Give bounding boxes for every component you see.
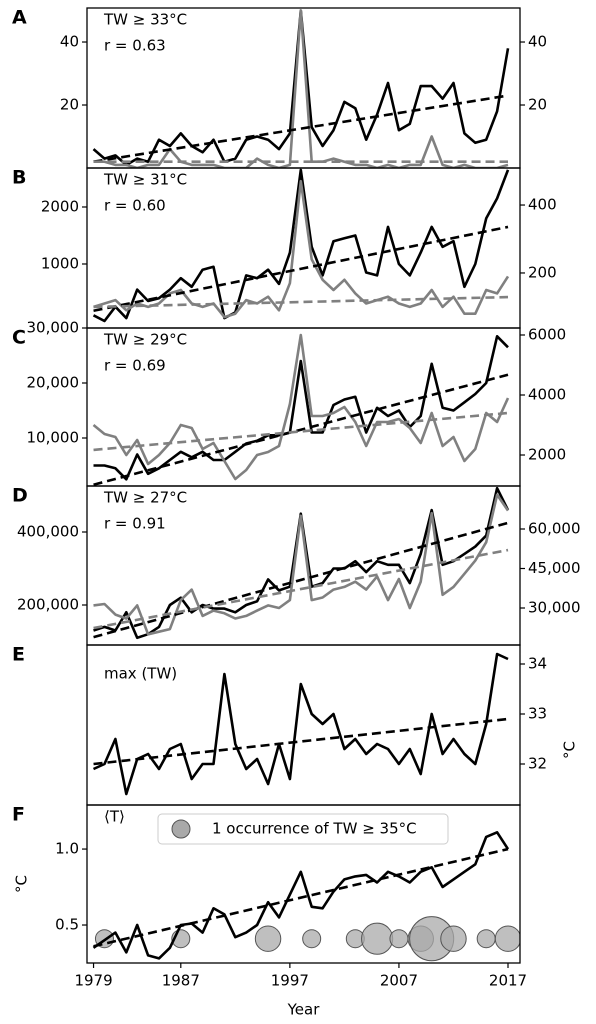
y2-tick-label: 6000 — [528, 325, 566, 343]
y2-tick-label: 400 — [528, 196, 557, 214]
occurrence-bubble — [254, 925, 282, 952]
plot-area — [92, 168, 510, 323]
occurrence-bubble — [302, 929, 322, 949]
x-tick-label: 2017 — [489, 972, 527, 990]
y2-tick-label: 2000 — [528, 446, 566, 464]
y2-tick-label: 34 — [528, 655, 547, 673]
annotation: TW ≥ 31°C — [103, 171, 187, 189]
series-line — [93, 493, 510, 636]
trend-line — [93, 548, 509, 630]
series-line — [92, 9, 510, 167]
panel-label: B — [12, 167, 26, 189]
y-tick-label: 1.0 — [55, 840, 79, 858]
panel-label: C — [12, 327, 26, 349]
y2-tick-label: 60,000 — [528, 519, 581, 537]
series-line — [93, 9, 509, 168]
annotation: TW ≥ 29°C — [103, 331, 187, 349]
panel-label: A — [12, 7, 27, 29]
plot-area — [92, 333, 510, 486]
y-tick-label: 20 — [60, 96, 79, 114]
annotation: r = 0.69 — [104, 357, 166, 375]
occurrence-bubble — [476, 929, 496, 949]
trend-line — [93, 225, 509, 313]
trend-line — [93, 373, 509, 486]
legend-label: 1 occurrence of TW ≥ 35°C — [212, 820, 417, 838]
panel-label: E — [12, 644, 25, 666]
y2-tick-label: 20 — [528, 96, 547, 114]
annotation: TW ≥ 33°C — [103, 11, 187, 29]
series-line — [92, 333, 510, 481]
y-tick-label: 30,000 — [27, 319, 80, 337]
series-line — [92, 652, 509, 796]
y2-tick-label: 30,000 — [528, 598, 581, 616]
series-line — [93, 486, 510, 640]
series-line — [92, 831, 510, 960]
y-tick-label: 200,000 — [17, 595, 79, 613]
occurrence-bubble — [361, 922, 394, 955]
y2-tick-label: 33 — [528, 705, 547, 723]
y-tick-label: 40 — [60, 33, 79, 51]
occurrence-bubble — [494, 925, 520, 952]
plot-area — [92, 9, 510, 168]
occurrence-bubble — [389, 929, 409, 949]
plot-area — [93, 486, 510, 640]
trend-line — [93, 847, 509, 948]
legend-box — [157, 813, 449, 845]
annotation: r = 0.63 — [104, 37, 166, 55]
legend-bubble — [171, 819, 191, 839]
y2-axis-title: °C — [561, 741, 579, 759]
y2-tick-label: 4000 — [528, 385, 566, 403]
x-tick-label: 1997 — [271, 972, 309, 990]
y-tick-label: 400,000 — [17, 522, 79, 540]
series-line — [93, 179, 510, 319]
annotation: TW ≥ 27°C — [103, 489, 187, 507]
panel-label: D — [12, 485, 28, 507]
trend-line — [93, 521, 509, 639]
x-axis-title: Year — [287, 1001, 321, 1019]
plot-area — [92, 831, 520, 962]
y2-tick-label: 45,000 — [528, 559, 581, 577]
trend-line — [93, 717, 509, 766]
y2-tick-label: 200 — [528, 263, 557, 281]
panel-frame — [86, 804, 521, 964]
annotation: max (TW) — [104, 665, 177, 683]
x-tick-label: 1979 — [74, 972, 112, 990]
y-tick-label: 10,000 — [27, 429, 80, 447]
trend-line — [93, 94, 509, 163]
x-tick-label: 2007 — [380, 972, 418, 990]
annotation: ⟨T⟩ — [104, 808, 125, 826]
annotation: r = 0.91 — [104, 515, 166, 533]
panel-label: F — [12, 804, 25, 826]
y2-tick-label: 32 — [528, 755, 547, 773]
y-axis-title: °C — [13, 875, 31, 893]
y2-tick-label: 40 — [528, 33, 547, 51]
y-tick-label: 1000 — [41, 254, 79, 272]
plot-area — [92, 652, 509, 796]
y-tick-label: 2000 — [41, 197, 79, 215]
y-tick-label: 20,000 — [27, 374, 80, 392]
occurrence-bubble — [440, 925, 467, 952]
y-tick-label: 0.5 — [55, 916, 79, 934]
x-tick-label: 1987 — [162, 972, 200, 990]
annotation: r = 0.60 — [104, 197, 166, 215]
